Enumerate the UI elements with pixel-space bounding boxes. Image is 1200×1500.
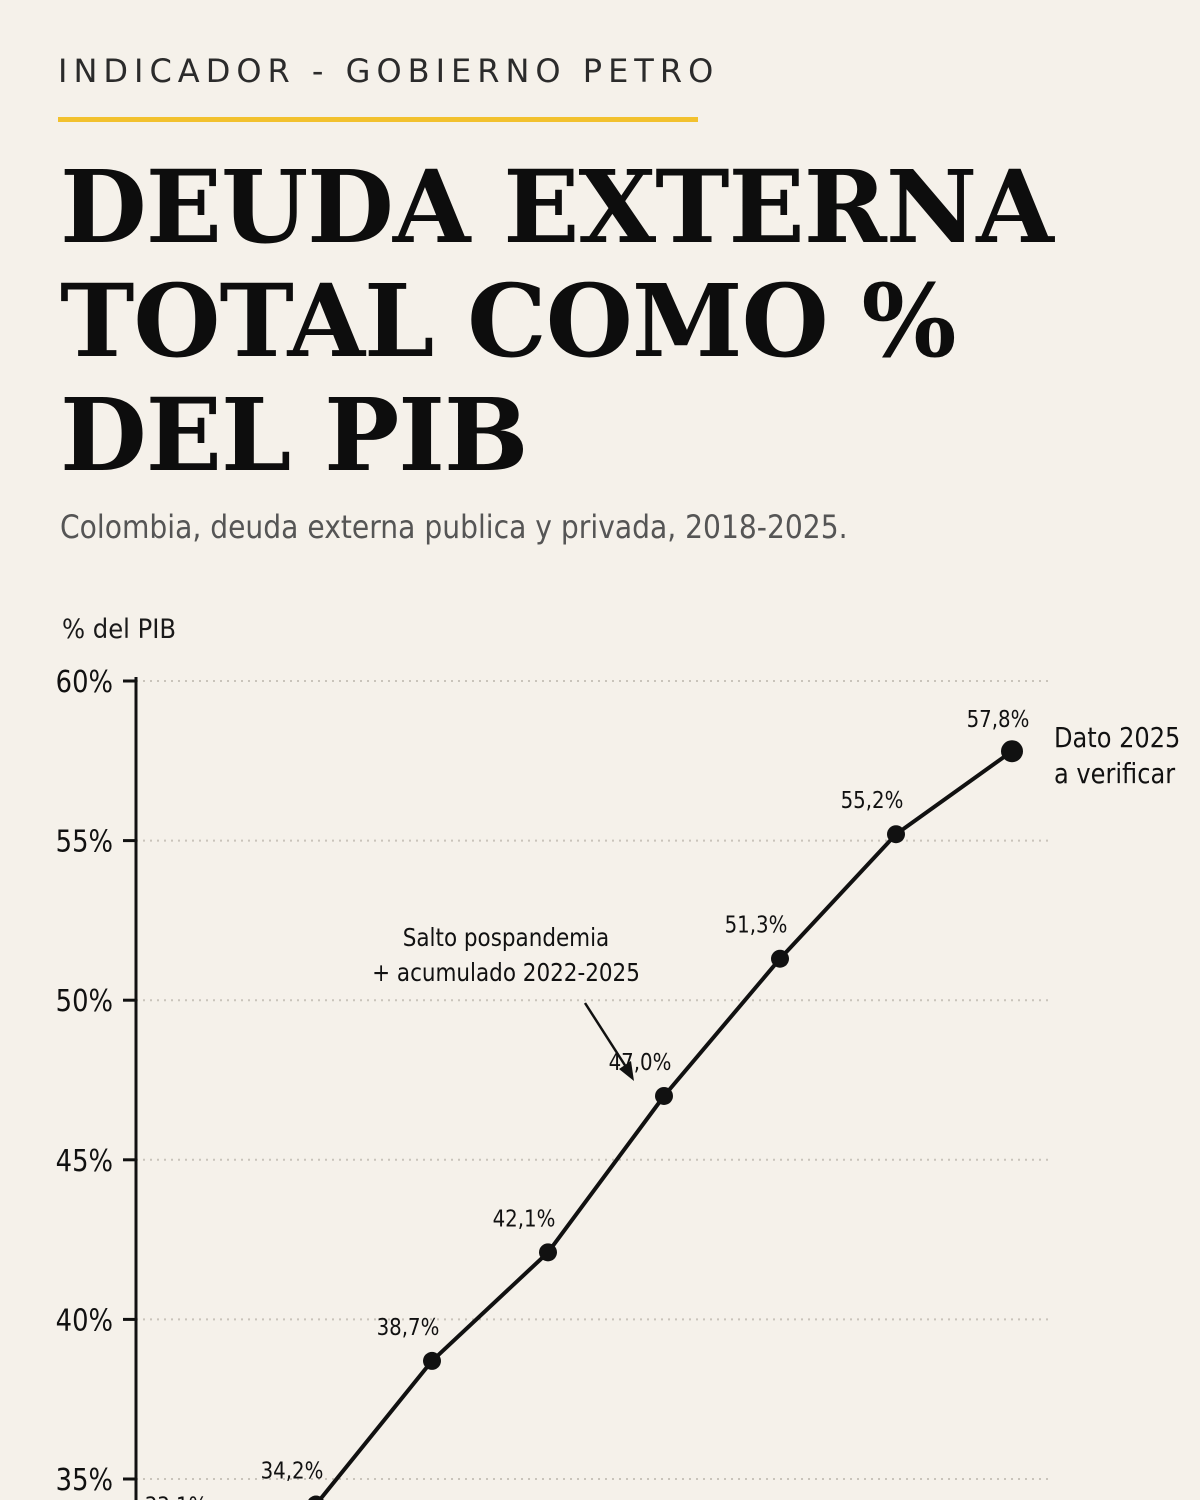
y-tick-label: 55% — [56, 824, 113, 859]
data-markers — [308, 740, 1023, 1500]
data-label-2024: 55,2% — [841, 788, 904, 815]
y-tick-label: 50% — [56, 983, 113, 1018]
y-tick-label: 60% — [56, 664, 113, 699]
y-axis-ticks: 60% 55% 50% 45% 40% 35% — [56, 664, 136, 1498]
y-tick-label: 45% — [56, 1143, 113, 1178]
chart-title: DEUDA EXTERNA TOTAL COMO % DEL PIB — [60, 148, 1054, 494]
data-point-2019 — [308, 1495, 324, 1500]
data-label-2020: 38,7% — [377, 1315, 440, 1342]
data-point-2022 — [655, 1086, 673, 1105]
y-tick-label: 40% — [56, 1303, 113, 1338]
kicker: INDICADOR - GOBIERNO PETRO — [58, 52, 720, 90]
data-label-2019: 34,2% — [261, 1458, 324, 1485]
annotation-2025-line2: a verificar — [1054, 758, 1175, 790]
data-point-2024 — [887, 825, 905, 844]
data-label-2025: 57,8% — [967, 707, 1030, 734]
series-line — [317, 749, 1014, 1500]
data-point-2023 — [771, 949, 789, 968]
annotation-pospandemia-line1: Salto pospandemia — [403, 923, 609, 952]
annotation-pospandemia-line2: + acumulado 2022-2025 — [372, 958, 640, 987]
kicker-underline — [58, 117, 698, 122]
data-point-2021 — [539, 1243, 557, 1262]
data-label-2018: 33,1% — [145, 1493, 208, 1500]
data-labels: 33,1%34,2%38,7%42,1%47,0%51,3%55,2%57,8% — [145, 707, 1030, 1500]
data-point-2020 — [423, 1351, 441, 1370]
data-label-2021: 42,1% — [493, 1206, 556, 1233]
annotation-arrowhead — [619, 1061, 634, 1081]
grid-lines — [136, 680, 1050, 1480]
annotation-arrow — [583, 1002, 630, 1071]
y-axis-label: % del PIB — [62, 614, 176, 646]
annotations: Salto pospandemia + acumulado 2022-2025 Da… — [372, 722, 1180, 1081]
data-label-2023: 51,3% — [725, 912, 788, 939]
y-tick-label: 35% — [56, 1462, 113, 1497]
chart-subtitle: Colombia, deuda externa publica y privad… — [60, 508, 848, 546]
annotation-2025-line1: Dato 2025 — [1054, 722, 1180, 754]
data-point-2025 — [1001, 740, 1023, 763]
